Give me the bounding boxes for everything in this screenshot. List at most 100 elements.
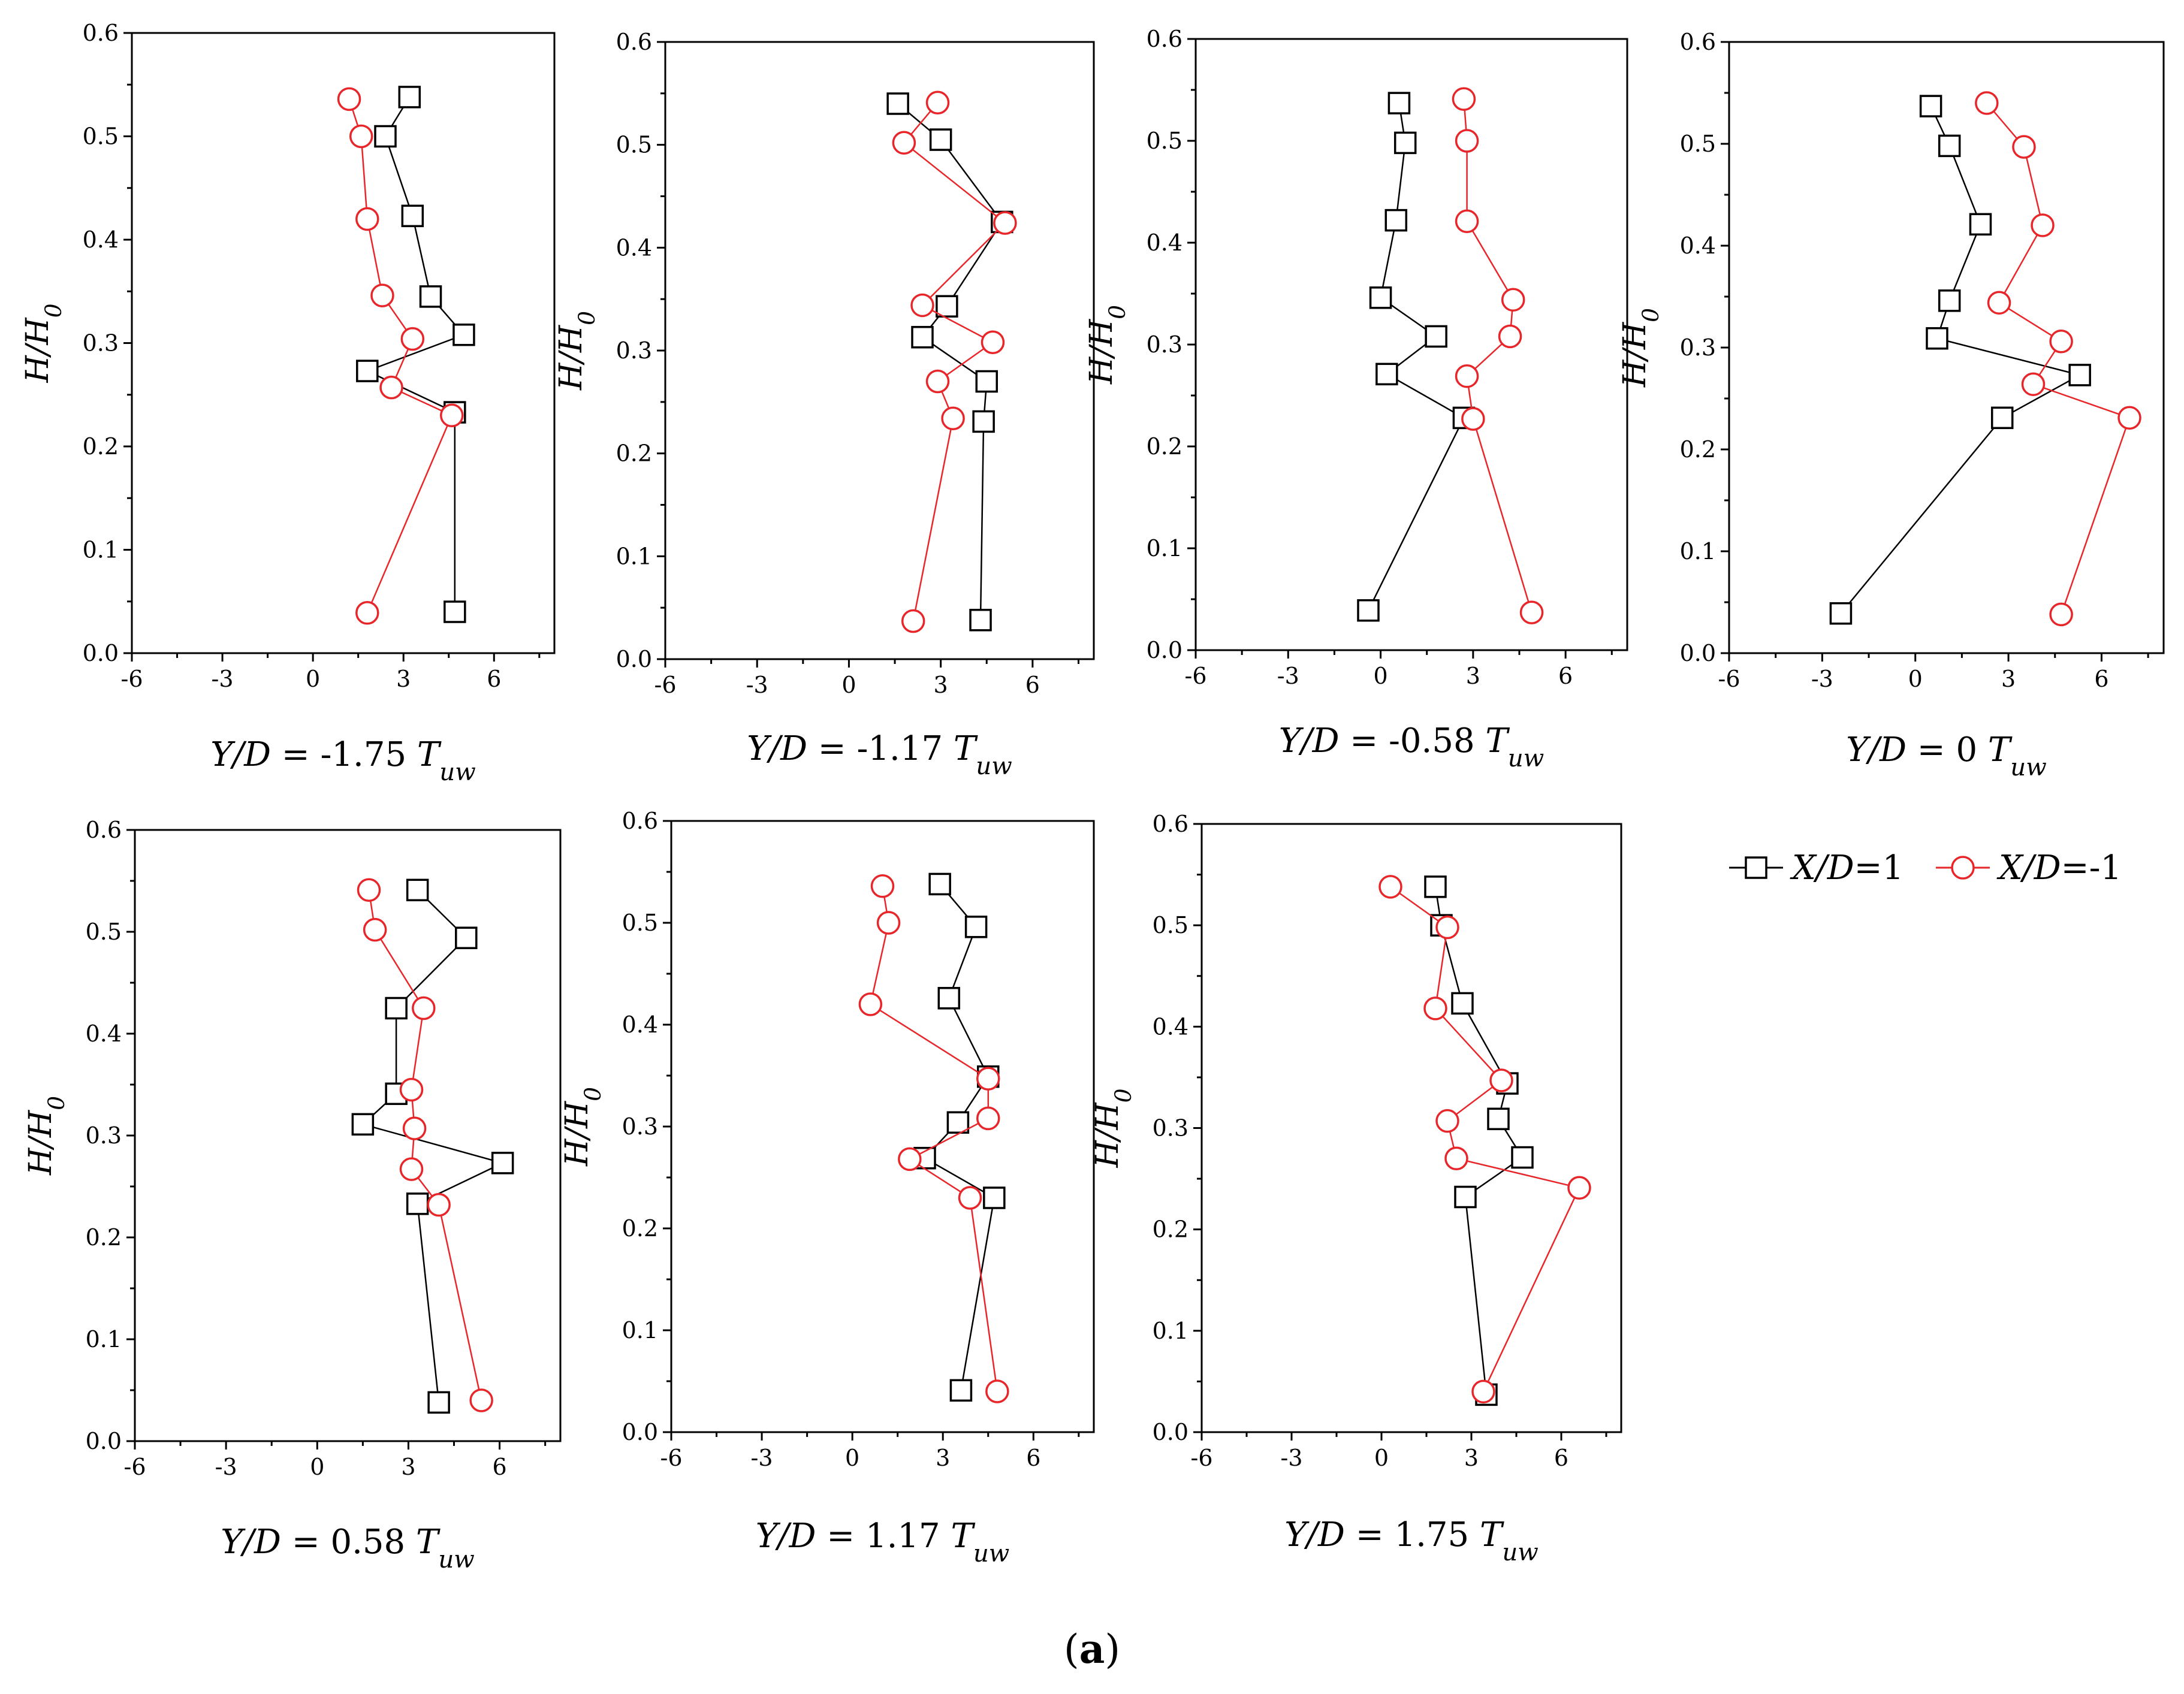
data-point-square (2068, 364, 2091, 386)
data-point-square (969, 609, 992, 632)
data-point-circle (400, 327, 425, 351)
plot-frame (1194, 38, 1628, 651)
panel-title-part: T (951, 1517, 975, 1556)
data-point-circle (1452, 87, 1476, 111)
x-tick-label: -3 (746, 672, 768, 698)
data-point-circle (2117, 406, 2141, 430)
y-tick-label: 0.2 (1147, 433, 1183, 460)
figure-panel-label: (a) (1064, 1626, 1120, 1672)
series-line (368, 890, 482, 1401)
y-tick-label: 0.1 (616, 543, 652, 569)
data-point-circle (402, 1116, 427, 1140)
panel-title-part: = 1.75 (1345, 1515, 1480, 1554)
panel-title-part: uw (2010, 753, 2046, 781)
y-axis-label: H/H0 (1084, 305, 1130, 385)
y-tick-label: 0.5 (616, 132, 652, 158)
y-tick-label: 0.5 (86, 919, 122, 945)
data-point-square (928, 872, 951, 896)
y-tick-label: 0.0 (83, 640, 119, 666)
y-tick-label: 0.5 (622, 910, 658, 936)
y-axis-label-part: H/H (1090, 1102, 1126, 1168)
y-tick-label: 0.5 (1147, 128, 1183, 154)
data-point-square (385, 997, 408, 1020)
x-tick-label: -6 (660, 1445, 682, 1471)
y-tick-label: 0.3 (1153, 1115, 1188, 1142)
panel-title: Y/D = -1.75 Tuw (210, 735, 476, 786)
panel-title: Y/D = 1.75 Tuw (1284, 1515, 1539, 1566)
data-point-square (406, 878, 429, 902)
data-point-circle (976, 1106, 1000, 1131)
y-axis-label-part: 0 (574, 311, 600, 325)
y-tick-label: 0.4 (1153, 1013, 1188, 1040)
data-point-circle (399, 1077, 424, 1102)
data-point-square (1357, 599, 1380, 622)
data-point-circle (469, 1388, 493, 1412)
panel-title-part: = 1.17 (816, 1517, 951, 1556)
data-point-square (374, 125, 397, 148)
y-tick-label: 0.6 (1147, 26, 1183, 52)
data-point-circle (901, 609, 925, 633)
x-tick-label: 0 (1908, 666, 1923, 692)
chart-panel: 0.00.10.20.30.40.50.6-6 -3 0 3 6H/H0Y/D = -0… (1084, 26, 1628, 772)
x-tick-label: -3 (212, 666, 234, 692)
x-tick-label: -6 (123, 1454, 146, 1480)
legend-label-part: X/D (1996, 848, 2061, 887)
series-line (1986, 102, 2131, 615)
y-axis-label: H/H0 (23, 1096, 70, 1176)
x-tick-label: 6 (1026, 1445, 1040, 1471)
y-axis-label-part: 0 (43, 1096, 70, 1110)
data-point-circle (925, 90, 950, 115)
data-point-square (1393, 131, 1417, 155)
series-line (924, 883, 996, 1391)
y-tick-label: 0.4 (86, 1020, 122, 1047)
data-point-circle (1455, 209, 1479, 234)
x-tick-label: 3 (396, 666, 411, 692)
x-tick-label: 0 (1373, 663, 1387, 689)
chart-panel: 0.00.10.20.30.40.50.6-6 -3 0 3 6H/H0Y/D = 1.… (1090, 811, 1622, 1566)
data-point-circle (958, 1186, 982, 1210)
data-point-circle (1471, 1379, 1495, 1404)
x-tick-label: 0 (845, 1445, 859, 1471)
x-tick-label: 6 (1554, 1445, 1568, 1471)
plot-frame (131, 32, 556, 654)
data-point-circle (1444, 1146, 1468, 1170)
data-point-circle (993, 211, 1017, 235)
x-tick-label: 3 (1464, 1445, 1479, 1471)
y-axis-label-part: H/H (23, 1109, 59, 1176)
y-tick-label: 0.0 (86, 1428, 122, 1454)
x-tick-label: 0 (310, 1454, 324, 1480)
y-tick-label: 0.4 (622, 1011, 658, 1038)
x-tick-label: 0 (1374, 1445, 1389, 1471)
y-tick-label: 0.6 (83, 20, 119, 46)
y-tick-label: 0.3 (1147, 331, 1183, 358)
y-tick-label: 0.3 (616, 337, 652, 364)
data-point-circle (925, 369, 950, 394)
series-line (348, 99, 453, 614)
panel-title-part: Y/D (1279, 721, 1340, 760)
chart-panel: 0.00.10.20.30.40.50.6-6 -3 0 3 6H/H0Y/D = 1.… (559, 808, 1095, 1568)
data-point-square (886, 92, 909, 115)
legend-marker-circle (1951, 856, 1975, 880)
y-axis-label-part: 0 (40, 303, 67, 318)
data-point-square (949, 1379, 973, 1402)
panel-title: Y/D = -0.58 Tuw (1279, 721, 1545, 772)
legend-label: X/D=-1 (1996, 848, 2122, 887)
data-point-circle (399, 1157, 424, 1181)
y-tick-label: 0.4 (83, 227, 119, 253)
x-tick-label: -6 (1184, 663, 1206, 689)
data-point-circle (349, 124, 373, 149)
y-tick-label: 0.1 (83, 537, 119, 563)
y-axis-label-part: 0 (1104, 305, 1130, 319)
panel-title-part: Y/D (210, 735, 271, 774)
panel-title-part: = 0 (1907, 730, 1988, 769)
data-point-circle (1519, 600, 1544, 624)
panel-title-part: Y/D (1846, 730, 1907, 769)
data-point-square (444, 600, 466, 623)
chart-panel: 0.00.10.20.30.40.50.6-6 -3 0 3 6H/H0Y/D = 0 … (1617, 29, 2165, 781)
panel-title-part: = -1.17 (807, 729, 954, 768)
data-point-square (975, 370, 998, 393)
y-axis-label-part: 0 (1637, 308, 1664, 322)
series-line (365, 96, 466, 612)
y-tick-label: 0.2 (1153, 1216, 1188, 1243)
y-axis-label-part: H/H (20, 317, 56, 384)
